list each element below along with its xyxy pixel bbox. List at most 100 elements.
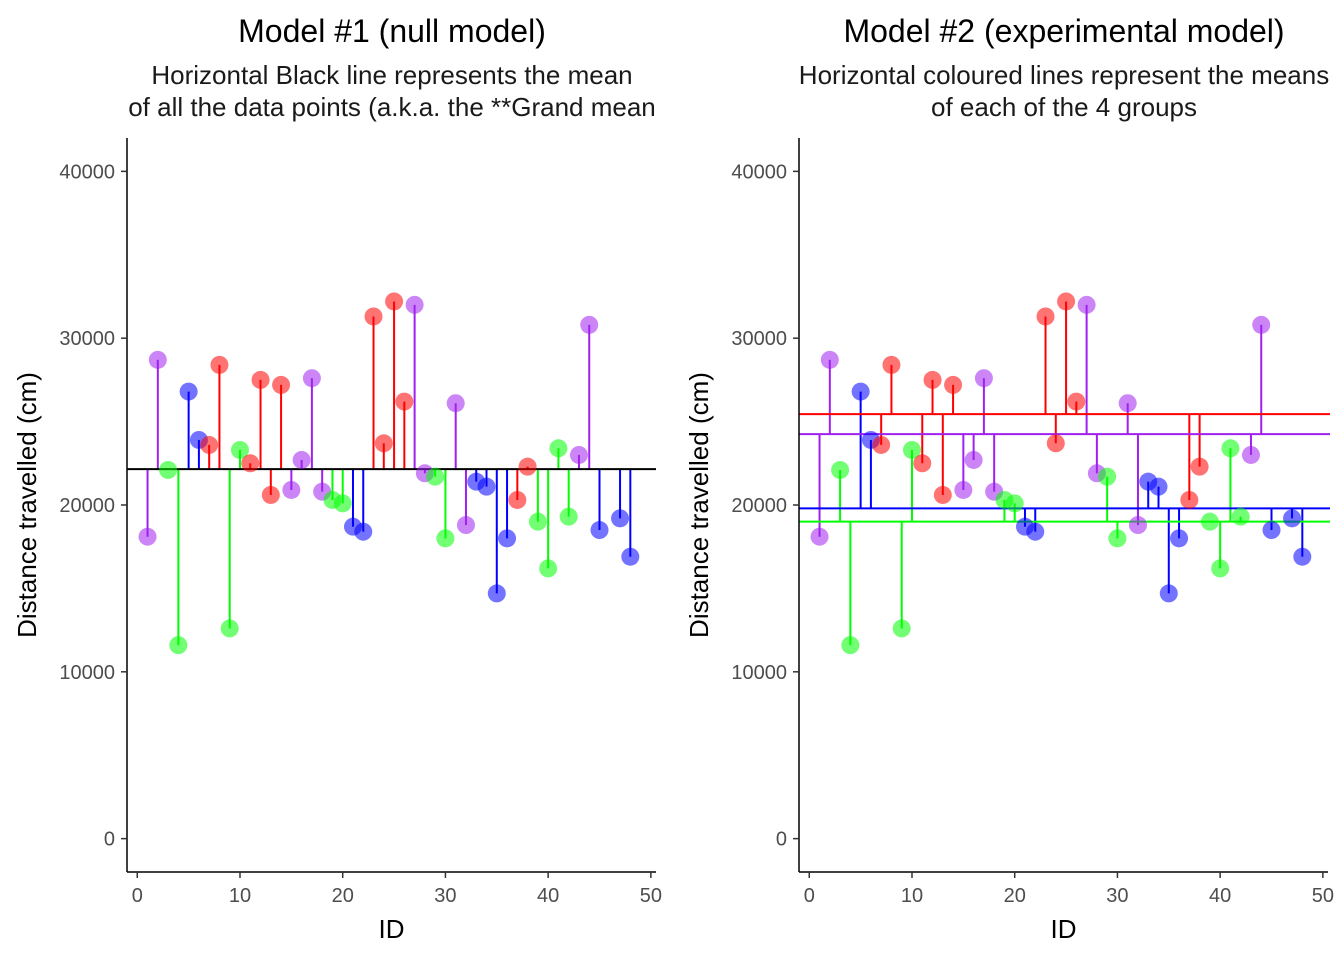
data-point-9 — [892, 619, 911, 638]
data-point-14 — [944, 375, 963, 394]
data-point-12 — [923, 370, 942, 389]
x-tick-label-0: 0 — [804, 885, 815, 907]
chart-subtitle-line-2: of all the data points (a.k.a. the **Gra… — [128, 92, 656, 122]
y-tick-label-40000: 40000 — [59, 161, 115, 183]
data-point-35 — [487, 584, 506, 603]
x-tick-label-0: 0 — [132, 885, 143, 907]
y-tick-label-30000: 30000 — [59, 328, 115, 350]
data-point-48 — [1293, 547, 1312, 566]
x-tick-label-10: 10 — [229, 885, 251, 907]
data-point-27 — [1077, 295, 1096, 314]
x-tick-label-50: 50 — [640, 885, 662, 907]
data-point-11 — [913, 454, 932, 473]
data-point-40 — [1211, 559, 1230, 578]
data-point-4 — [169, 636, 188, 655]
data-point-23 — [1036, 307, 1055, 326]
data-point-48 — [621, 547, 640, 566]
x-tick-label-50: 50 — [1312, 885, 1334, 907]
data-point-36 — [1170, 529, 1189, 548]
data-point-43 — [1241, 445, 1260, 464]
data-point-1 — [810, 527, 829, 546]
data-point-5 — [179, 382, 198, 401]
x-axis-label: ID — [1051, 914, 1077, 944]
data-point-35 — [1159, 584, 1178, 603]
data-point-47 — [1283, 509, 1302, 528]
data-point-45 — [1262, 521, 1281, 540]
y-tick-label-30000: 30000 — [731, 328, 787, 350]
chart-subtitle-line-1: Horizontal coloured lines represent the … — [799, 60, 1329, 90]
data-point-29 — [426, 467, 445, 486]
y-tick-label-10000: 10000 — [731, 662, 787, 684]
chart-title: Model #2 (experimental model) — [843, 13, 1284, 49]
data-point-4 — [841, 636, 860, 655]
y-tick-label-0: 0 — [776, 829, 787, 851]
data-point-32 — [1128, 516, 1147, 535]
data-point-31 — [446, 394, 465, 413]
data-point-25 — [1057, 292, 1076, 311]
data-point-44 — [580, 315, 599, 334]
data-point-20 — [333, 494, 352, 513]
data-point-15 — [282, 480, 301, 499]
data-point-24 — [1046, 434, 1065, 453]
data-point-34 — [1149, 477, 1168, 496]
data-point-41 — [1221, 439, 1240, 458]
x-tick-label-40: 40 — [537, 885, 559, 907]
x-tick-label-40: 40 — [1209, 885, 1231, 907]
data-point-32 — [456, 516, 475, 535]
data-point-14 — [272, 375, 291, 394]
data-point-11 — [241, 454, 260, 473]
data-point-27 — [405, 295, 424, 314]
chart-subtitle-line-2: of each of the 4 groups — [931, 92, 1197, 122]
data-point-26 — [395, 392, 414, 411]
data-point-15 — [954, 480, 973, 499]
y-tick-label-20000: 20000 — [59, 495, 115, 517]
panel-1: Model #1 (null model) Horizontal Black li… — [12, 13, 662, 944]
plot-area — [127, 292, 656, 655]
data-point-5 — [851, 382, 870, 401]
data-point-2 — [148, 350, 167, 369]
panel-2: Model #2 (experimental model) Horizontal … — [684, 13, 1334, 944]
data-point-8 — [210, 355, 229, 374]
data-point-36 — [498, 529, 517, 548]
plot-area — [799, 292, 1330, 655]
data-point-7 — [200, 435, 219, 454]
data-point-37 — [508, 490, 527, 509]
data-point-10 — [230, 440, 249, 459]
x-tick-label-20: 20 — [332, 885, 354, 907]
y-axis-label: Distance travelled (cm) — [684, 372, 714, 638]
data-point-43 — [569, 445, 588, 464]
data-point-3 — [159, 460, 178, 479]
data-point-22 — [354, 522, 373, 541]
data-point-39 — [528, 512, 547, 531]
data-point-2 — [820, 350, 839, 369]
data-point-17 — [302, 369, 321, 388]
x-tick-label-20: 20 — [1004, 885, 1026, 907]
data-point-38 — [518, 457, 537, 476]
data-point-1 — [138, 527, 157, 546]
data-point-34 — [477, 477, 496, 496]
data-point-38 — [1190, 457, 1209, 476]
data-point-17 — [974, 369, 993, 388]
data-point-10 — [902, 440, 921, 459]
data-point-7 — [872, 435, 891, 454]
data-point-29 — [1098, 467, 1117, 486]
x-axis-label: ID — [379, 914, 405, 944]
y-tick-label-0: 0 — [104, 829, 115, 851]
data-point-31 — [1118, 394, 1137, 413]
data-point-45 — [590, 521, 609, 540]
data-point-37 — [1180, 490, 1199, 509]
data-point-42 — [559, 507, 578, 526]
y-tick-label-20000: 20000 — [731, 495, 787, 517]
y-tick-label-10000: 10000 — [59, 662, 115, 684]
data-point-8 — [882, 355, 901, 374]
y-tick-label-40000: 40000 — [731, 161, 787, 183]
data-point-47 — [611, 509, 630, 528]
data-point-22 — [1026, 522, 1045, 541]
data-point-16 — [292, 450, 311, 469]
x-tick-label-10: 10 — [901, 885, 923, 907]
data-point-39 — [1200, 512, 1219, 531]
data-point-25 — [385, 292, 404, 311]
data-point-9 — [220, 619, 239, 638]
data-point-24 — [374, 434, 393, 453]
